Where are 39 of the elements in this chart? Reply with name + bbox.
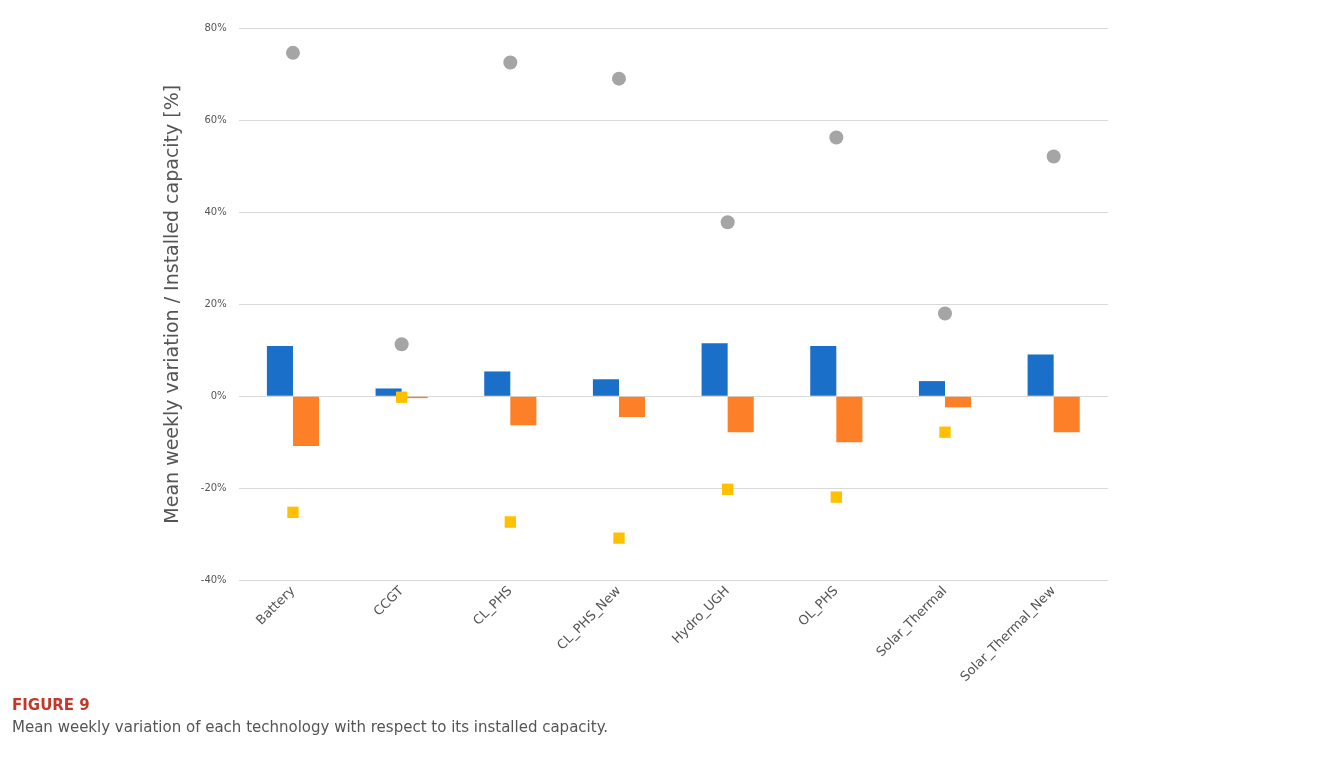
point [830,491,842,503]
y-axis-title: Mean weekly variation / Installed capacity [%] [160,84,183,524]
point [720,215,735,230]
bar [292,396,320,447]
bar [1053,396,1080,433]
y-tick-label: 60% [204,113,227,125]
point [287,506,299,518]
point [395,391,408,403]
y-tick-label: 80% [204,21,227,33]
bar [701,343,728,396]
y-tick-label: -40% [200,574,227,586]
bar [727,396,754,433]
text: Mean weekly variation of each technology with respect to its installed capacity. [12,718,610,736]
bar [1027,354,1054,396]
text: FIGURE 9 [12,696,91,714]
bar [836,396,863,443]
bar [592,379,619,396]
bar [266,346,293,396]
point [613,532,625,544]
point [504,516,516,528]
bar [510,396,537,426]
point [611,71,626,86]
point [394,337,409,352]
point [503,55,518,70]
bar [484,371,511,396]
point [1046,149,1061,164]
bar [810,346,837,396]
bar [918,381,945,396]
y-tick-label: -20% [200,481,227,493]
point [939,426,951,438]
point [722,483,734,495]
point [937,306,952,321]
bar [618,396,646,418]
point [829,130,844,145]
y-tick-label: 0% [210,389,227,401]
point [285,45,300,60]
y-tick-label: 40% [204,205,227,217]
bar [944,396,972,408]
y-tick-label: 20% [204,297,227,309]
